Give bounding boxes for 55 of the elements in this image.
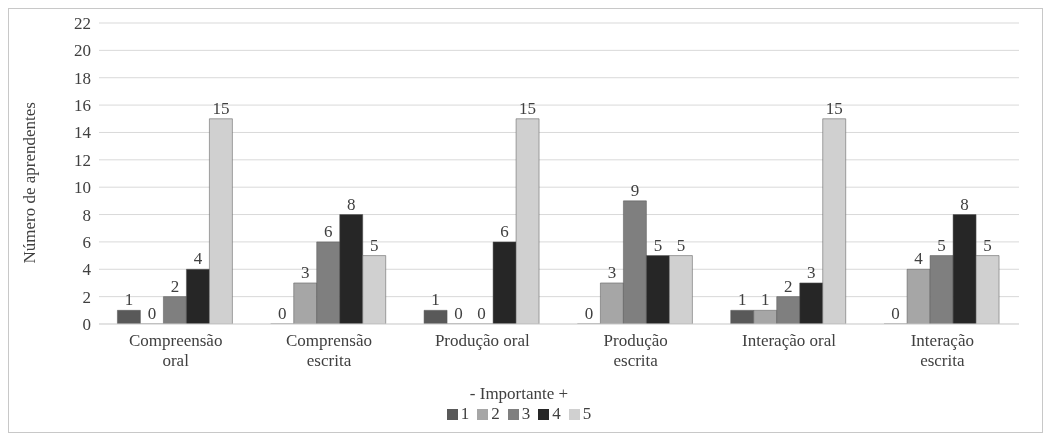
data-label: 8 — [960, 194, 969, 214]
legend-label: 2 — [490, 404, 500, 424]
data-label: 5 — [369, 235, 379, 255]
data-label: 0 — [584, 303, 594, 323]
y-tick-label: 8 — [82, 205, 91, 225]
data-label: 0 — [477, 303, 486, 323]
legend-label: 3 — [520, 404, 531, 424]
data-label: 3 — [607, 262, 617, 282]
data-label: 6 — [323, 221, 333, 241]
data-label: 3 — [300, 262, 310, 282]
y-tick-label: 4 — [82, 260, 92, 280]
y-tick-label: 2 — [82, 287, 91, 307]
data-label: 0 — [454, 303, 463, 323]
y-tick-label: 12 — [74, 150, 91, 170]
data-label: 0 — [277, 303, 287, 323]
data-label: 2 — [783, 276, 793, 296]
data-label: 6 — [500, 221, 509, 241]
legend-label: 4 — [551, 404, 561, 424]
x-tick-label: Interação escrita — [910, 331, 974, 370]
data-label: 1 — [737, 290, 747, 310]
data-label: 5 — [653, 235, 663, 255]
data-label: 5 — [983, 235, 992, 255]
data-label: 9 — [630, 180, 640, 200]
data-label: 3 — [806, 262, 816, 282]
data-label: 1 — [124, 290, 134, 310]
data-label: 15 — [519, 98, 537, 118]
y-tick-label: 20 — [74, 41, 91, 61]
x-tick-label: Compreensão oral — [128, 331, 223, 370]
y-tick-label: 18 — [74, 68, 91, 88]
y-tick-label: 14 — [74, 123, 92, 143]
x-tick-label: Comprensão escrita — [286, 331, 372, 370]
legend-title: - Importante + — [468, 384, 570, 404]
data-label: 2 — [170, 276, 180, 296]
y-tick-label: 22 — [74, 14, 91, 34]
legend-label: 5 — [581, 404, 592, 424]
data-label: 5 — [937, 235, 946, 255]
y-tick-label: 0 — [82, 315, 91, 335]
data-label: 0 — [147, 303, 157, 323]
y-tick-label: 16 — [74, 96, 91, 116]
data-label: 15 — [825, 98, 843, 118]
data-label: 0 — [891, 303, 900, 323]
data-label: 4 — [193, 249, 203, 269]
y-tick-label: 6 — [82, 232, 91, 252]
data-label: 1 — [760, 290, 770, 310]
data-label: 5 — [676, 235, 686, 255]
x-tick-label: Interação oral — [742, 331, 837, 350]
legend-label: 1 — [459, 404, 470, 424]
data-label: 4 — [914, 249, 924, 269]
data-label: 8 — [346, 194, 356, 214]
data-label: 15 — [212, 98, 230, 118]
y-tick-label: 10 — [74, 178, 91, 198]
x-tick-label: Produção escrita — [603, 331, 668, 370]
data-label: 1 — [431, 290, 440, 310]
x-tick-label: Produção oral — [434, 331, 531, 350]
y-axis-title: Número de aprendentes — [20, 102, 40, 264]
